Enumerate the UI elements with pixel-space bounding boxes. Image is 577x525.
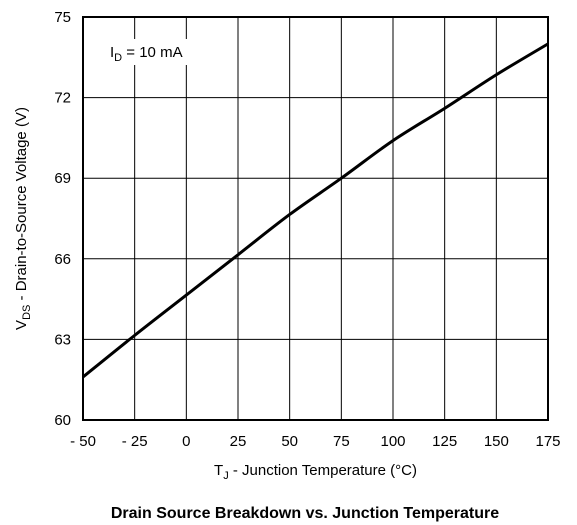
y-axis-label-main: V [13,320,30,330]
plot-area-frame [82,16,549,421]
annotation-rest: = 10 mA [122,44,182,61]
y-tick-label-1: 63 [54,331,71,348]
series-layer [82,42,549,379]
annotation-box: ID = 10 mA [105,39,215,65]
y-axis-label-sub: DS [21,305,33,320]
y-tick-labels: 60 63 66 69 72 75 [54,9,71,429]
x-tick-label-1: - 25 [122,433,148,450]
x-axis-label-main: T [214,462,223,479]
x-tick-label-3: 25 [230,433,247,450]
x-tick-label-9: 175 [535,433,560,450]
horizontal-gridlines [83,97,548,340]
vertical-gridlines [134,17,497,420]
chart-title: Drain Source Breakdown vs. Junction Temp… [111,505,499,522]
y-tick-label-0: 60 [54,412,71,429]
y-tick-label-2: 66 [54,251,71,268]
x-axis-label-rest: - Junction Temperature (°C) [229,462,417,479]
x-tick-label-0: - 50 [70,433,96,450]
x-axis-label-sub: J [223,470,229,482]
x-tick-label-8: 150 [484,433,509,450]
annotation-sub: D [114,52,122,64]
y-tick-label-3: 69 [54,170,71,187]
series-line-0 [82,42,549,379]
x-axis-label: TJ - Junction Temperature (°C) [214,462,417,482]
x-tick-labels: - 50 - 25 0 25 50 75 100 125 150 175 [70,433,560,450]
x-tick-label-5: 75 [333,433,350,450]
y-tick-label-5: 75 [54,9,71,26]
x-tick-label-6: 100 [380,433,405,450]
y-axis-label: VDS - Drain-to-Source Voltage (V) [13,107,33,330]
x-tick-label-4: 50 [281,433,298,450]
x-tick-label-2: 0 [182,433,190,450]
y-tick-label-4: 72 [54,90,71,107]
annotation-text: ID = 10 mA [110,44,183,64]
y-axis-label-rest: - Drain-to-Source Voltage (V) [13,107,30,305]
x-tick-label-7: 125 [432,433,457,450]
annotation-main: I [110,44,114,61]
annotation-background [105,39,215,65]
